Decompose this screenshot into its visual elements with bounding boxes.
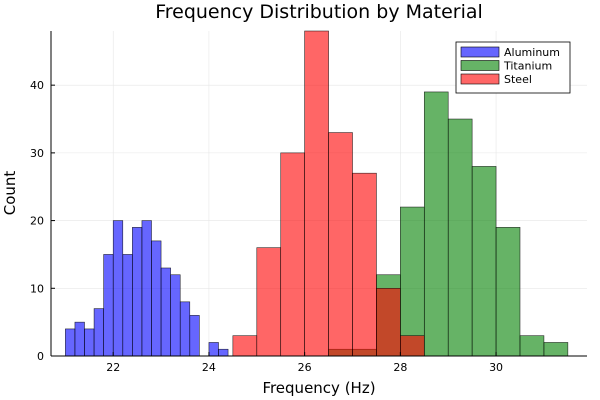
legend-swatch-steel <box>460 73 500 85</box>
y-tick-label: 40 <box>30 79 44 92</box>
bar-aluminum <box>132 227 143 357</box>
bar-steel <box>280 152 305 357</box>
bar-steel <box>232 335 258 357</box>
bar-titanium <box>423 91 449 357</box>
bar-steel <box>400 335 425 357</box>
x-tick-label: 28 <box>393 361 407 374</box>
y-tick-label: 20 <box>30 215 44 228</box>
bar-steel <box>376 287 401 357</box>
y-tick-label: 30 <box>30 147 44 160</box>
bar-titanium <box>400 206 425 357</box>
bar-titanium <box>519 335 545 357</box>
legend-label-aluminum: Aluminum <box>504 46 560 59</box>
bar-steel <box>304 30 329 357</box>
bar-aluminum <box>189 315 200 357</box>
x-tick-label: 30 <box>489 361 503 374</box>
bar-titanium <box>495 227 521 357</box>
x-tick-label: 26 <box>298 361 312 374</box>
y-axis-label: Count <box>1 171 19 216</box>
bar-aluminum <box>84 328 95 357</box>
x-tick-label: 22 <box>106 361 120 374</box>
y-tick-label: 0 <box>37 350 44 363</box>
bar-aluminum <box>170 274 181 357</box>
x-axis-label: Frequency (Hz) <box>262 379 375 397</box>
bar-aluminum <box>122 254 133 357</box>
bar-steel <box>328 132 353 357</box>
bar-aluminum <box>160 267 171 357</box>
bar-aluminum <box>179 301 191 357</box>
axes <box>50 31 587 357</box>
chart-title: Frequency Distribution by Material <box>155 1 483 23</box>
legend-swatch-aluminum <box>460 46 500 58</box>
bar-steel <box>256 247 282 357</box>
legend-label-steel: Steel <box>504 73 532 86</box>
bar-aluminum <box>103 254 114 357</box>
bar-aluminum <box>93 308 104 357</box>
legend-label-titanium: Titanium <box>503 60 552 73</box>
bar-aluminum <box>208 342 219 357</box>
bar-aluminum <box>65 328 76 357</box>
legend-swatch-titanium <box>460 60 500 71</box>
y-tick-label: 10 <box>30 282 44 295</box>
bar-aluminum <box>141 220 152 357</box>
bar-aluminum <box>218 348 229 357</box>
bar-titanium <box>543 342 569 357</box>
bar-titanium <box>471 166 497 357</box>
tick-labels: 22 24 26 28 30 0 10 20 30 40 <box>30 79 503 374</box>
bar-aluminum <box>112 220 124 357</box>
bar-steel <box>352 172 377 357</box>
bar-titanium <box>447 118 473 357</box>
bar-aluminum <box>151 240 162 357</box>
bar-aluminum <box>74 321 85 357</box>
x-tick-label: 24 <box>202 361 216 374</box>
